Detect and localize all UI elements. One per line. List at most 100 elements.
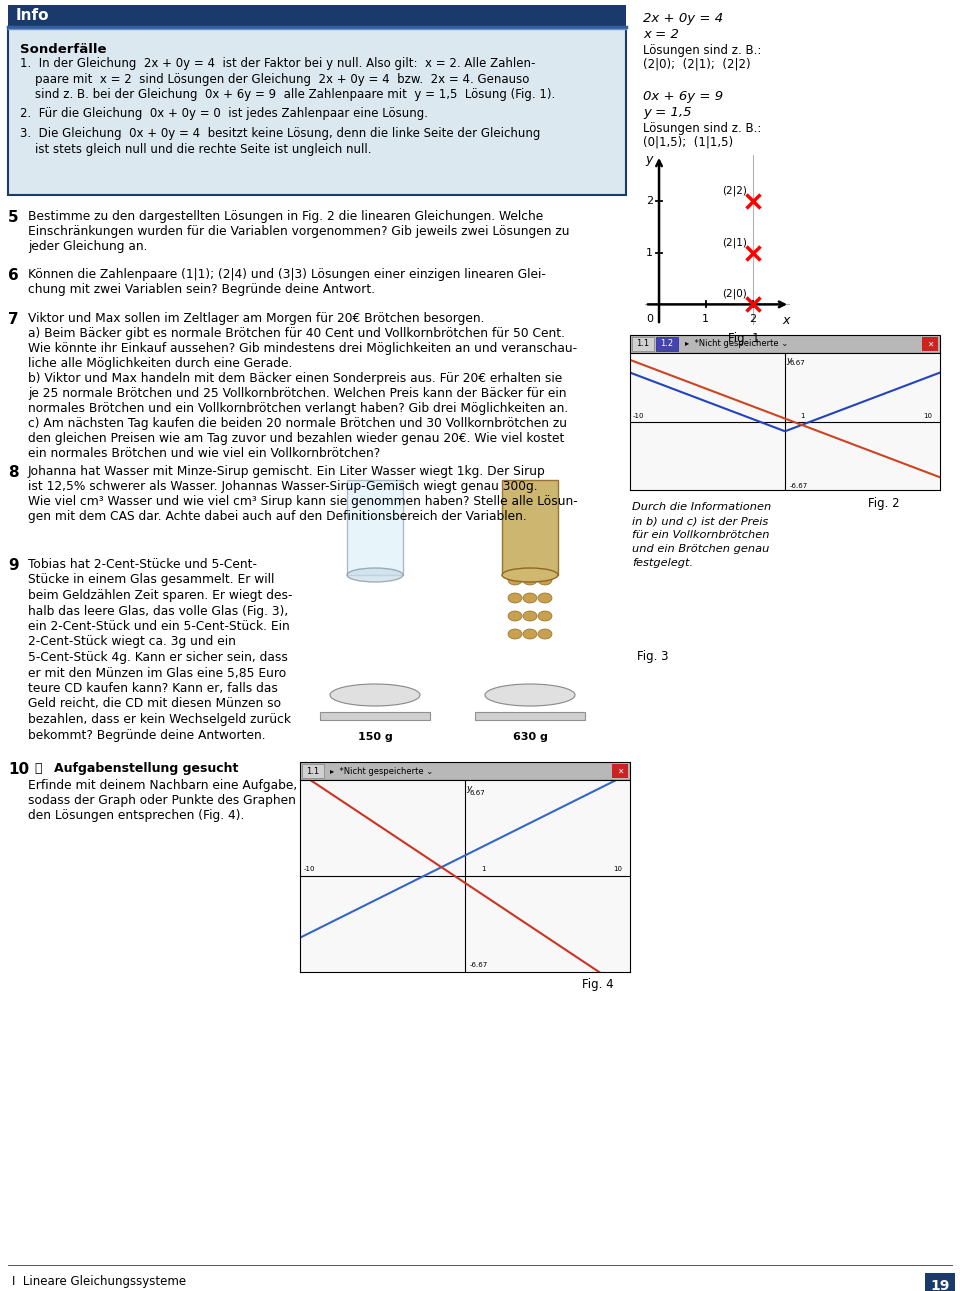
Text: Johanna hat Wasser mit Minze-Sirup gemischt. Ein Liter Wasser wiegt 1kg. Der Sir: Johanna hat Wasser mit Minze-Sirup gemis…	[28, 465, 545, 478]
Text: Sonderfälle: Sonderfälle	[20, 43, 107, 56]
Text: y: y	[786, 356, 792, 365]
Text: 2: 2	[749, 314, 756, 324]
Ellipse shape	[523, 629, 537, 639]
Text: 1: 1	[481, 866, 486, 871]
Ellipse shape	[330, 684, 420, 706]
Text: liche alle Möglichkeiten durch eine Gerade.: liche alle Möglichkeiten durch eine Gera…	[28, 358, 293, 371]
Text: 5: 5	[8, 210, 18, 225]
Text: Stücke in einem Glas gesammelt. Er will: Stücke in einem Glas gesammelt. Er will	[28, 573, 275, 586]
Text: den Lösungen entsprechen (Fig. 4).: den Lösungen entsprechen (Fig. 4).	[28, 809, 245, 822]
Text: 1.2: 1.2	[660, 340, 674, 349]
Bar	[367, 687, 383, 705]
Text: Wie könnte ihr Einkauf aussehen? Gib mindestens drei Möglichkeiten an und verans: Wie könnte ihr Einkauf aussehen? Gib min…	[28, 342, 577, 355]
Ellipse shape	[538, 574, 552, 585]
Ellipse shape	[485, 684, 575, 706]
Ellipse shape	[523, 574, 537, 585]
Text: Erfinde mit deinem Nachbarn eine Aufgabe,: Erfinde mit deinem Nachbarn eine Aufgabe…	[28, 778, 298, 791]
Text: bezahlen, dass er kein Wechselgeld zurück: bezahlen, dass er kein Wechselgeld zurüc…	[28, 713, 291, 726]
Text: Wie viel cm³ Wasser und wie viel cm³ Sirup kann sie genommen haben? Stelle alle : Wie viel cm³ Wasser und wie viel cm³ Sir…	[28, 494, 578, 507]
Text: ist stets gleich null und die rechte Seite ist ungleich null.: ist stets gleich null und die rechte Sei…	[20, 142, 372, 155]
Text: -10: -10	[633, 413, 644, 418]
Ellipse shape	[508, 611, 522, 621]
Ellipse shape	[508, 629, 522, 639]
Text: Durch die Informationen: Durch die Informationen	[632, 502, 771, 513]
Text: a) Beim Bäcker gibt es normale Brötchen für 40 Cent und Vollkornbrötchen für 50 : a) Beim Bäcker gibt es normale Brötchen …	[28, 327, 565, 340]
Text: Fig. 3: Fig. 3	[637, 649, 668, 664]
Text: Lösungen sind z. B.:: Lösungen sind z. B.:	[643, 44, 761, 57]
Text: I  Lineare Gleichungssysteme: I Lineare Gleichungssysteme	[12, 1276, 186, 1288]
Text: er mit den Münzen im Glas eine 5,85 Euro: er mit den Münzen im Glas eine 5,85 Euro	[28, 666, 286, 679]
Ellipse shape	[523, 611, 537, 621]
Text: 3.  Die Gleichung  0x + 0y = 4  besitzt keine Lösung, denn die linke Seite der G: 3. Die Gleichung 0x + 0y = 4 besitzt kei…	[20, 127, 540, 139]
Text: 2.  Für die Gleichung  0x + 0y = 0  ist jedes Zahlenpaar eine Lösung.: 2. Für die Gleichung 0x + 0y = 0 ist jed…	[20, 107, 428, 120]
Bar	[522, 687, 538, 705]
Text: 6.67: 6.67	[470, 790, 486, 795]
Text: 2: 2	[646, 196, 653, 207]
Text: festgelegt.: festgelegt.	[632, 558, 693, 568]
Text: Bestimme zu den dargestellten Lösungen in Fig. 2 die linearen Gleichungen. Welch: Bestimme zu den dargestellten Lösungen i…	[28, 210, 543, 223]
Text: -6.67: -6.67	[790, 483, 808, 489]
Text: y: y	[467, 784, 472, 793]
Text: Fig. 4: Fig. 4	[583, 979, 614, 991]
Text: 1.1: 1.1	[636, 340, 650, 349]
Text: chung mit zwei Variablen sein? Begründe deine Antwort.: chung mit zwei Variablen sein? Begründe …	[28, 283, 375, 296]
Text: 1: 1	[800, 413, 804, 418]
Ellipse shape	[508, 574, 522, 585]
Text: Tobias hat 2-Cent-Stücke und 5-Cent-: Tobias hat 2-Cent-Stücke und 5-Cent-	[28, 558, 257, 571]
Bar	[656, 337, 678, 351]
Text: sind z. B. bei der Gleichung  0x + 6y = 9  alle Zahlenpaare mit  y = 1,5  Lösung: sind z. B. bei der Gleichung 0x + 6y = 9…	[20, 88, 555, 101]
Bar	[502, 480, 558, 574]
Text: ist 12,5% schwerer als Wasser. Johannas Wasser-Sirup-Gemisch wiegt genau 300g.: ist 12,5% schwerer als Wasser. Johannas …	[28, 480, 538, 493]
Text: beim Geldzählen Zeit sparen. Er wiegt des-: beim Geldzählen Zeit sparen. Er wiegt de…	[28, 589, 293, 602]
Text: 8: 8	[8, 465, 18, 480]
Ellipse shape	[502, 568, 558, 582]
Text: y = 1,5: y = 1,5	[643, 106, 691, 119]
Text: 0: 0	[646, 314, 653, 324]
Text: 1.  In der Gleichung  2x + 0y = 4  ist der Faktor bei y null. Also gilt:  x = 2.: 1. In der Gleichung 2x + 0y = 4 ist der …	[20, 57, 536, 70]
Text: 630 g: 630 g	[513, 732, 547, 742]
Text: sodass der Graph oder Punkte des Graphen: sodass der Graph oder Punkte des Graphen	[28, 794, 296, 807]
Bar	[320, 713, 430, 720]
Text: Lösungen sind z. B.:: Lösungen sind z. B.:	[643, 123, 761, 136]
Text: ein 2-Cent-Stück und ein 5-Cent-Stück. Ein: ein 2-Cent-Stück und ein 5-Cent-Stück. E…	[28, 620, 290, 633]
Text: teure CD kaufen kann? Kann er, falls das: teure CD kaufen kann? Kann er, falls das	[28, 682, 277, 695]
Text: 9: 9	[8, 558, 18, 573]
Text: x: x	[782, 314, 790, 327]
Text: Viktor und Max sollen im Zeltlager am Morgen für 20€ Brötchen besorgen.: Viktor und Max sollen im Zeltlager am Mo…	[28, 312, 485, 325]
Text: 👥: 👥	[34, 762, 41, 775]
Ellipse shape	[538, 611, 552, 621]
Bar	[8, 5, 626, 27]
Text: jeder Gleichung an.: jeder Gleichung an.	[28, 240, 148, 253]
Text: ein normales Brötchen und wie viel ein Vollkornbrötchen?: ein normales Brötchen und wie viel ein V…	[28, 447, 380, 460]
Text: Fig. 2: Fig. 2	[869, 497, 900, 510]
Text: -10: -10	[303, 866, 315, 871]
Bar	[475, 713, 585, 720]
Ellipse shape	[508, 593, 522, 603]
Text: Info: Info	[16, 9, 50, 23]
Text: 5-Cent-Stück 4g. Kann er sicher sein, dass: 5-Cent-Stück 4g. Kann er sicher sein, da…	[28, 651, 288, 664]
Ellipse shape	[538, 629, 552, 639]
Text: in b) und c) ist der Preis: in b) und c) ist der Preis	[632, 516, 768, 525]
Text: 1: 1	[703, 314, 709, 324]
Text: (0|1,5);  (1|1,5): (0|1,5); (1|1,5)	[643, 136, 733, 148]
Text: ✕: ✕	[926, 340, 933, 349]
Text: (2|0);  (2|1);  (2|2): (2|0); (2|1); (2|2)	[643, 58, 751, 71]
Text: normales Brötchen und ein Vollkornbrötchen verlangt haben? Gib drei Möglichkeite: normales Brötchen und ein Vollkornbrötch…	[28, 402, 568, 414]
Text: ▸  *Nicht gespeicherte ⌄: ▸ *Nicht gespeicherte ⌄	[330, 767, 433, 776]
Bar	[922, 337, 938, 351]
Text: (2|0): (2|0)	[722, 289, 747, 300]
Text: -6.67: -6.67	[470, 962, 489, 968]
Text: 2-Cent-Stück wiegt ca. 3g und ein: 2-Cent-Stück wiegt ca. 3g und ein	[28, 635, 236, 648]
Text: y: y	[645, 152, 653, 167]
Bar	[300, 762, 630, 780]
Text: 0x + 6y = 9: 0x + 6y = 9	[643, 90, 723, 103]
Text: für ein Vollkornbrötchen: für ein Vollkornbrötchen	[632, 531, 770, 540]
Text: c) Am nächsten Tag kaufen die beiden 20 normale Brötchen und 30 Vollkornbrötchen: c) Am nächsten Tag kaufen die beiden 20 …	[28, 417, 567, 430]
Text: 10: 10	[924, 413, 932, 418]
Text: 7: 7	[8, 312, 18, 327]
Text: (2|2): (2|2)	[722, 186, 747, 196]
Text: und ein Brötchen genau: und ein Brötchen genau	[632, 544, 769, 554]
Bar	[612, 764, 628, 778]
Text: x = 2: x = 2	[643, 28, 679, 41]
Bar	[630, 334, 940, 352]
